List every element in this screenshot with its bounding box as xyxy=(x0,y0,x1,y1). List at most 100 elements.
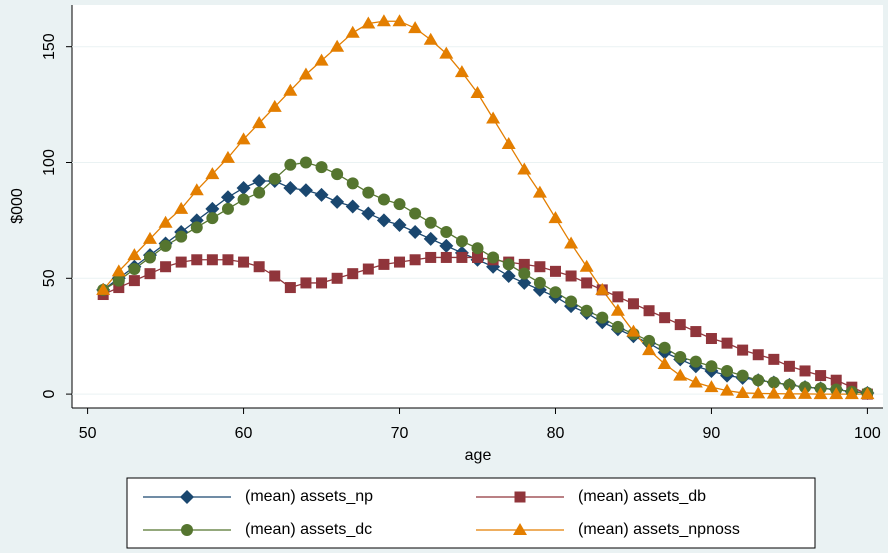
legend-marker xyxy=(180,490,194,504)
marker xyxy=(659,312,671,324)
marker xyxy=(331,272,343,284)
marker xyxy=(111,264,126,277)
marker xyxy=(596,311,609,324)
marker xyxy=(143,251,156,264)
marker xyxy=(236,180,251,195)
marker xyxy=(174,201,189,214)
marker xyxy=(487,251,500,264)
marker xyxy=(409,254,421,266)
marker xyxy=(689,355,702,368)
marker xyxy=(221,202,234,215)
marker xyxy=(486,111,501,124)
marker xyxy=(721,364,734,377)
marker xyxy=(253,261,265,273)
marker xyxy=(298,67,313,80)
marker xyxy=(206,212,219,225)
legend-marker xyxy=(181,524,193,536)
marker xyxy=(549,265,561,277)
marker xyxy=(268,172,281,185)
marker xyxy=(657,356,672,369)
marker xyxy=(721,337,733,349)
marker xyxy=(316,277,328,289)
marker xyxy=(501,268,516,283)
marker xyxy=(238,256,250,268)
marker xyxy=(751,386,766,399)
marker xyxy=(440,225,453,238)
marker xyxy=(533,276,546,289)
x-tick-label: 90 xyxy=(703,425,721,442)
marker xyxy=(362,186,375,199)
marker xyxy=(627,298,639,310)
marker xyxy=(518,267,531,280)
y-tick-label: 150 xyxy=(41,33,58,60)
marker xyxy=(737,344,749,356)
marker xyxy=(439,238,454,253)
marker xyxy=(142,231,157,244)
y-axis-title: $000 xyxy=(9,188,26,224)
marker xyxy=(532,185,547,198)
marker xyxy=(346,177,359,190)
marker xyxy=(269,270,281,282)
marker xyxy=(502,258,515,271)
marker xyxy=(377,193,390,206)
marker xyxy=(783,378,796,391)
marker xyxy=(690,326,702,338)
marker xyxy=(175,230,188,243)
marker xyxy=(252,116,267,129)
marker xyxy=(392,218,407,233)
marker xyxy=(283,180,298,195)
legend-label: (mean) assets_np xyxy=(245,488,373,505)
marker xyxy=(455,235,468,248)
marker xyxy=(565,295,578,308)
marker xyxy=(361,16,376,29)
marker xyxy=(472,251,483,263)
legend-marker xyxy=(514,491,526,503)
marker xyxy=(220,190,235,205)
marker xyxy=(643,334,656,347)
marker xyxy=(392,14,407,27)
marker xyxy=(830,374,842,386)
marker xyxy=(376,14,391,27)
marker xyxy=(736,369,749,382)
marker xyxy=(705,333,717,345)
marker xyxy=(113,282,125,294)
x-tick-label: 70 xyxy=(391,425,409,442)
legend-label: (mean) assets_npnoss xyxy=(578,521,740,538)
marker xyxy=(424,216,437,229)
marker xyxy=(471,242,484,255)
marker xyxy=(534,261,546,273)
marker xyxy=(237,193,250,206)
marker xyxy=(314,187,329,202)
marker xyxy=(128,263,141,276)
marker xyxy=(300,277,312,289)
marker xyxy=(190,221,203,234)
legend-marker xyxy=(513,523,527,535)
marker xyxy=(798,386,813,399)
y-tick-label: 0 xyxy=(41,390,58,399)
marker xyxy=(112,274,125,287)
marker xyxy=(425,251,437,263)
x-axis-title: age xyxy=(465,447,492,464)
marker xyxy=(705,360,718,373)
marker xyxy=(501,136,516,149)
marker xyxy=(394,256,406,268)
marker xyxy=(815,370,827,382)
marker xyxy=(548,211,563,224)
marker xyxy=(642,343,657,356)
x-tick-label: 50 xyxy=(79,425,97,442)
marker xyxy=(284,282,296,294)
marker xyxy=(752,374,765,387)
marker xyxy=(376,213,391,228)
marker xyxy=(595,282,610,295)
marker xyxy=(159,239,172,252)
marker xyxy=(673,368,688,381)
marker xyxy=(720,383,735,396)
marker xyxy=(408,224,423,239)
marker xyxy=(267,99,282,112)
marker xyxy=(844,387,859,400)
marker xyxy=(704,380,719,393)
marker xyxy=(518,258,530,270)
marker xyxy=(253,186,266,199)
marker xyxy=(626,324,641,337)
